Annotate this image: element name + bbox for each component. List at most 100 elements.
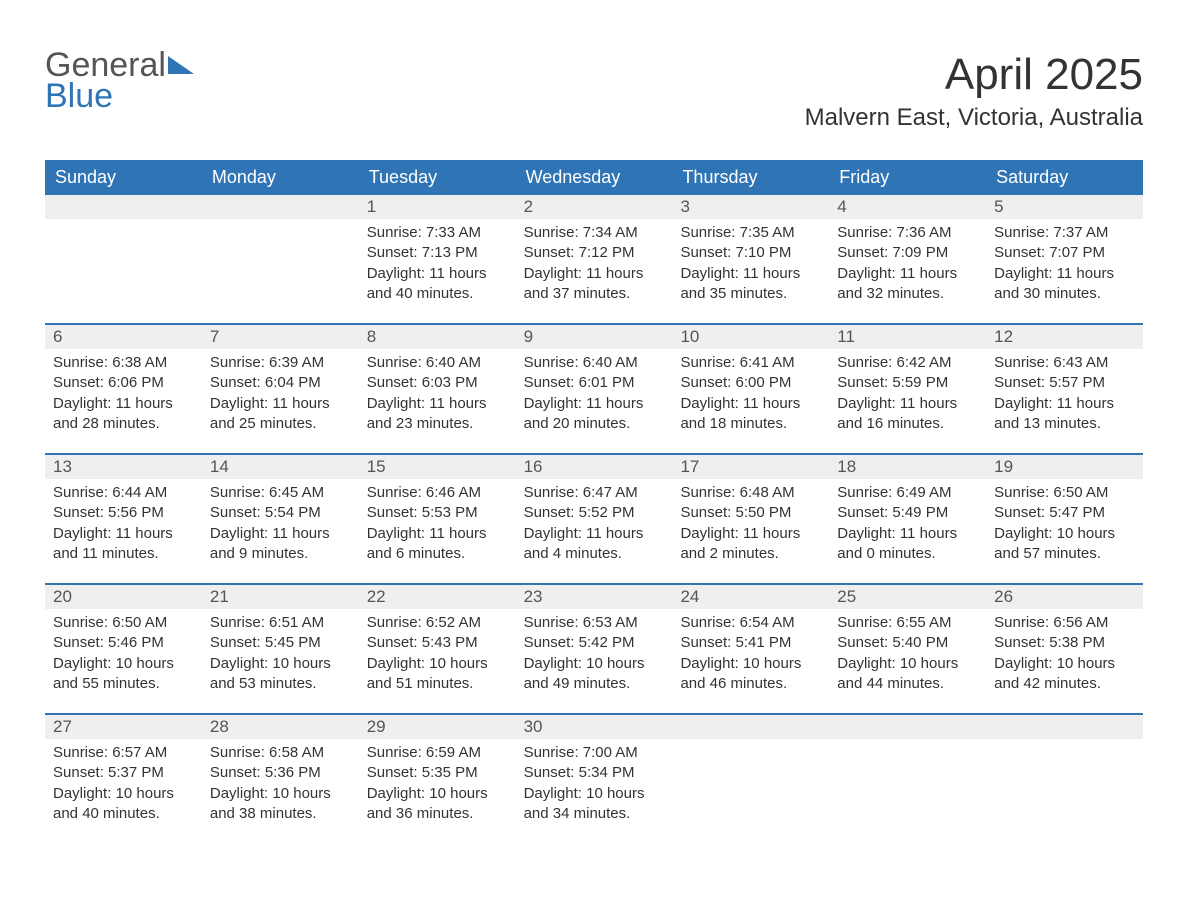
weekday-monday: Monday xyxy=(202,160,359,195)
day-cell: 9Sunrise: 6:40 AMSunset: 6:01 PMDaylight… xyxy=(516,325,673,453)
weekday-sunday: Sunday xyxy=(45,160,202,195)
day-body: Sunrise: 6:39 AMSunset: 6:04 PMDaylight:… xyxy=(202,349,359,434)
daylight-text: Daylight: 10 hours and 53 minutes. xyxy=(210,654,351,695)
day-body: Sunrise: 6:59 AMSunset: 5:35 PMDaylight:… xyxy=(359,739,516,824)
day-cell: 3Sunrise: 7:35 AMSunset: 7:10 PMDaylight… xyxy=(672,195,829,323)
day-body: Sunrise: 6:42 AMSunset: 5:59 PMDaylight:… xyxy=(829,349,986,434)
daylight-text: Daylight: 10 hours and 55 minutes. xyxy=(53,654,194,695)
day-body: Sunrise: 6:56 AMSunset: 5:38 PMDaylight:… xyxy=(986,609,1143,694)
sunrise-text: Sunrise: 6:49 AM xyxy=(837,483,978,503)
daylight-text: Daylight: 10 hours and 49 minutes. xyxy=(524,654,665,695)
day-body: Sunrise: 6:50 AMSunset: 5:46 PMDaylight:… xyxy=(45,609,202,694)
day-number: 13 xyxy=(45,455,202,479)
day-number xyxy=(202,195,359,219)
week-row: 13Sunrise: 6:44 AMSunset: 5:56 PMDayligh… xyxy=(45,453,1143,583)
sunrise-text: Sunrise: 6:59 AM xyxy=(367,743,508,763)
sunset-text: Sunset: 7:10 PM xyxy=(680,243,821,263)
sunrise-text: Sunrise: 6:50 AM xyxy=(994,483,1135,503)
sunset-text: Sunset: 7:13 PM xyxy=(367,243,508,263)
sunset-text: Sunset: 5:56 PM xyxy=(53,503,194,523)
daylight-text: Daylight: 10 hours and 57 minutes. xyxy=(994,524,1135,565)
day-body: Sunrise: 6:55 AMSunset: 5:40 PMDaylight:… xyxy=(829,609,986,694)
day-body: Sunrise: 6:49 AMSunset: 5:49 PMDaylight:… xyxy=(829,479,986,564)
day-number: 30 xyxy=(516,715,673,739)
daylight-text: Daylight: 10 hours and 44 minutes. xyxy=(837,654,978,695)
sunrise-text: Sunrise: 6:40 AM xyxy=(367,353,508,373)
daylight-text: Daylight: 11 hours and 20 minutes. xyxy=(524,394,665,435)
sunset-text: Sunset: 5:52 PM xyxy=(524,503,665,523)
day-number: 29 xyxy=(359,715,516,739)
sunrise-text: Sunrise: 6:51 AM xyxy=(210,613,351,633)
day-body: Sunrise: 7:33 AMSunset: 7:13 PMDaylight:… xyxy=(359,219,516,304)
day-body: Sunrise: 6:45 AMSunset: 5:54 PMDaylight:… xyxy=(202,479,359,564)
weekday-header-row: SundayMondayTuesdayWednesdayThursdayFrid… xyxy=(45,160,1143,195)
daylight-text: Daylight: 10 hours and 36 minutes. xyxy=(367,784,508,825)
sunrise-text: Sunrise: 6:52 AM xyxy=(367,613,508,633)
day-cell: 20Sunrise: 6:50 AMSunset: 5:46 PMDayligh… xyxy=(45,585,202,713)
day-number: 21 xyxy=(202,585,359,609)
day-body: Sunrise: 6:58 AMSunset: 5:36 PMDaylight:… xyxy=(202,739,359,824)
day-cell xyxy=(829,715,986,843)
day-cell: 2Sunrise: 7:34 AMSunset: 7:12 PMDaylight… xyxy=(516,195,673,323)
day-number: 7 xyxy=(202,325,359,349)
logo-text-2: Blue xyxy=(45,77,113,115)
day-number: 4 xyxy=(829,195,986,219)
sunrise-text: Sunrise: 6:56 AM xyxy=(994,613,1135,633)
day-number: 25 xyxy=(829,585,986,609)
sunset-text: Sunset: 5:43 PM xyxy=(367,633,508,653)
daylight-text: Daylight: 11 hours and 4 minutes. xyxy=(524,524,665,565)
day-body: Sunrise: 6:50 AMSunset: 5:47 PMDaylight:… xyxy=(986,479,1143,564)
sunrise-text: Sunrise: 7:36 AM xyxy=(837,223,978,243)
daylight-text: Daylight: 11 hours and 9 minutes. xyxy=(210,524,351,565)
day-cell: 12Sunrise: 6:43 AMSunset: 5:57 PMDayligh… xyxy=(986,325,1143,453)
day-number: 26 xyxy=(986,585,1143,609)
day-cell: 16Sunrise: 6:47 AMSunset: 5:52 PMDayligh… xyxy=(516,455,673,583)
header: General Blue April 2025 Malvern East, Vi… xyxy=(45,50,1143,132)
day-cell: 1Sunrise: 7:33 AMSunset: 7:13 PMDaylight… xyxy=(359,195,516,323)
day-number xyxy=(45,195,202,219)
sunset-text: Sunset: 5:47 PM xyxy=(994,503,1135,523)
sunrise-text: Sunrise: 7:33 AM xyxy=(367,223,508,243)
day-body: Sunrise: 6:46 AMSunset: 5:53 PMDaylight:… xyxy=(359,479,516,564)
day-cell: 27Sunrise: 6:57 AMSunset: 5:37 PMDayligh… xyxy=(45,715,202,843)
sunset-text: Sunset: 5:34 PM xyxy=(524,763,665,783)
daylight-text: Daylight: 10 hours and 46 minutes. xyxy=(680,654,821,695)
week-row: 27Sunrise: 6:57 AMSunset: 5:37 PMDayligh… xyxy=(45,713,1143,843)
day-body: Sunrise: 6:51 AMSunset: 5:45 PMDaylight:… xyxy=(202,609,359,694)
day-number xyxy=(672,715,829,739)
day-body: Sunrise: 7:34 AMSunset: 7:12 PMDaylight:… xyxy=(516,219,673,304)
sunset-text: Sunset: 7:12 PM xyxy=(524,243,665,263)
day-number: 17 xyxy=(672,455,829,479)
sunset-text: Sunset: 5:40 PM xyxy=(837,633,978,653)
sunset-text: Sunset: 5:45 PM xyxy=(210,633,351,653)
day-cell: 17Sunrise: 6:48 AMSunset: 5:50 PMDayligh… xyxy=(672,455,829,583)
daylight-text: Daylight: 11 hours and 35 minutes. xyxy=(680,264,821,305)
day-number: 14 xyxy=(202,455,359,479)
sunset-text: Sunset: 5:38 PM xyxy=(994,633,1135,653)
day-body: Sunrise: 6:54 AMSunset: 5:41 PMDaylight:… xyxy=(672,609,829,694)
sunrise-text: Sunrise: 7:00 AM xyxy=(524,743,665,763)
sunset-text: Sunset: 6:04 PM xyxy=(210,373,351,393)
day-cell: 18Sunrise: 6:49 AMSunset: 5:49 PMDayligh… xyxy=(829,455,986,583)
day-number: 27 xyxy=(45,715,202,739)
sunset-text: Sunset: 5:50 PM xyxy=(680,503,821,523)
sunrise-text: Sunrise: 6:41 AM xyxy=(680,353,821,373)
daylight-text: Daylight: 11 hours and 32 minutes. xyxy=(837,264,978,305)
daylight-text: Daylight: 11 hours and 11 minutes. xyxy=(53,524,194,565)
sunrise-text: Sunrise: 6:48 AM xyxy=(680,483,821,503)
sunrise-text: Sunrise: 6:54 AM xyxy=(680,613,821,633)
sunset-text: Sunset: 5:35 PM xyxy=(367,763,508,783)
day-cell: 7Sunrise: 6:39 AMSunset: 6:04 PMDaylight… xyxy=(202,325,359,453)
day-body: Sunrise: 6:40 AMSunset: 6:03 PMDaylight:… xyxy=(359,349,516,434)
sunset-text: Sunset: 5:42 PM xyxy=(524,633,665,653)
sunrise-text: Sunrise: 6:47 AM xyxy=(524,483,665,503)
day-number: 18 xyxy=(829,455,986,479)
day-cell: 23Sunrise: 6:53 AMSunset: 5:42 PMDayligh… xyxy=(516,585,673,713)
daylight-text: Daylight: 10 hours and 42 minutes. xyxy=(994,654,1135,695)
day-number: 9 xyxy=(516,325,673,349)
day-cell: 28Sunrise: 6:58 AMSunset: 5:36 PMDayligh… xyxy=(202,715,359,843)
day-body: Sunrise: 6:52 AMSunset: 5:43 PMDaylight:… xyxy=(359,609,516,694)
daylight-text: Daylight: 10 hours and 51 minutes. xyxy=(367,654,508,695)
sunset-text: Sunset: 5:36 PM xyxy=(210,763,351,783)
logo-text: General Blue xyxy=(45,50,194,111)
